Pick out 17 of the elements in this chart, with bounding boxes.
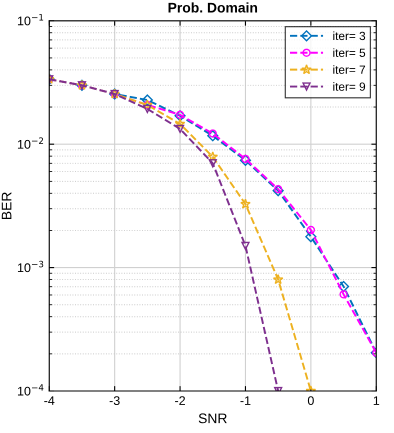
x-tick-label: -4 [44, 396, 54, 405]
y-tick-label: 10$^{−4}$ [18, 384, 44, 396]
legend-label: iter= 7 [333, 65, 366, 74]
y-tick-label: 10$^{−2}$ [18, 137, 44, 149]
y-tick-label: 10$^{−1}$ [18, 14, 44, 26]
chart-title: Prob. Domain [168, 2, 258, 13]
x-tick-label: -3 [110, 396, 120, 406]
y-axis-title: BER [2, 192, 12, 220]
x-tick-label: -2 [175, 396, 185, 405]
legend-label: iter= 9 [333, 82, 366, 91]
x-tick-label: -1 [240, 396, 250, 405]
legend-label: iter= 5 [333, 48, 366, 57]
legend-label: iter= 3 [333, 31, 366, 40]
x-axis-title: SNR [198, 413, 227, 424]
x-tick-label: 0 [308, 396, 314, 406]
x-tick-label: 1 [374, 396, 380, 405]
y-tick-label: 10$^{−3}$ [18, 260, 44, 272]
